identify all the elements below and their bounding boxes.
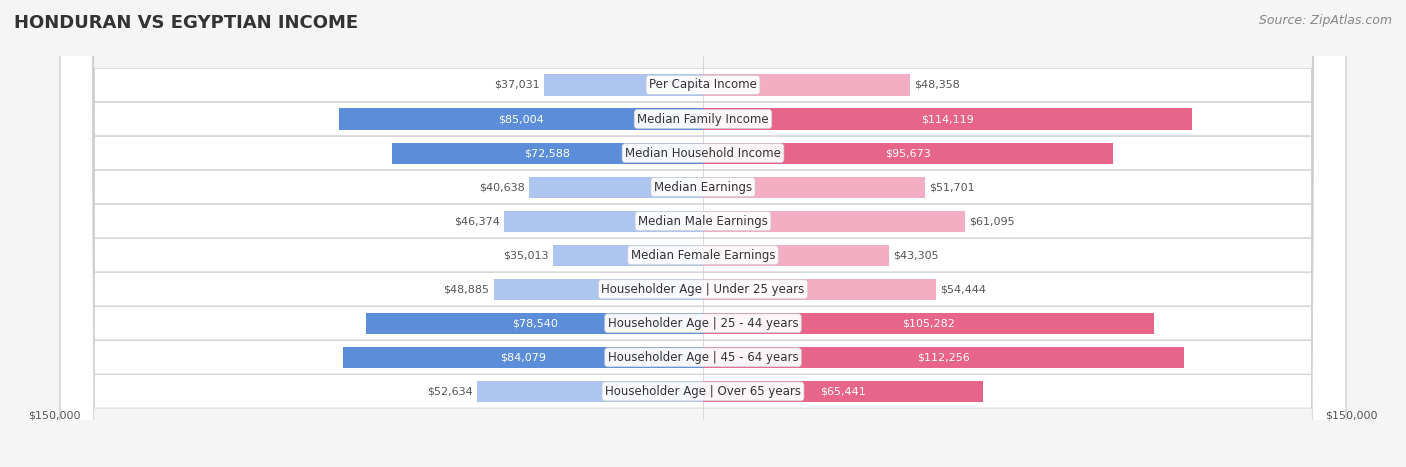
Text: $46,374: $46,374 — [454, 216, 501, 226]
FancyBboxPatch shape — [60, 0, 1346, 467]
Bar — [703, 211, 965, 232]
Text: $84,079: $84,079 — [501, 352, 546, 362]
Text: Median Family Income: Median Family Income — [637, 113, 769, 126]
Text: $150,000: $150,000 — [1326, 410, 1378, 420]
Text: $48,885: $48,885 — [443, 284, 489, 294]
Text: Householder Age | 25 - 44 years: Householder Age | 25 - 44 years — [607, 317, 799, 330]
Bar — [343, 347, 703, 368]
FancyBboxPatch shape — [60, 0, 1346, 467]
Bar — [505, 211, 703, 232]
Text: Source: ZipAtlas.com: Source: ZipAtlas.com — [1258, 14, 1392, 27]
Text: $114,119: $114,119 — [921, 114, 974, 124]
Bar — [494, 279, 703, 300]
Bar — [703, 108, 1192, 129]
Text: $150,000: $150,000 — [28, 410, 80, 420]
Text: Median Female Earnings: Median Female Earnings — [631, 249, 775, 262]
Bar — [703, 313, 1154, 334]
Text: $35,013: $35,013 — [503, 250, 548, 260]
Bar — [703, 381, 983, 402]
Text: Householder Age | 45 - 64 years: Householder Age | 45 - 64 years — [607, 351, 799, 364]
FancyBboxPatch shape — [60, 0, 1346, 467]
Text: $37,031: $37,031 — [495, 80, 540, 90]
Text: $52,634: $52,634 — [427, 386, 474, 396]
Text: $78,540: $78,540 — [512, 318, 558, 328]
FancyBboxPatch shape — [60, 0, 1346, 467]
Text: $61,095: $61,095 — [969, 216, 1015, 226]
Bar — [703, 347, 1184, 368]
Text: $112,256: $112,256 — [917, 352, 970, 362]
FancyBboxPatch shape — [60, 0, 1346, 467]
Text: $72,588: $72,588 — [524, 148, 571, 158]
Text: Median Male Earnings: Median Male Earnings — [638, 215, 768, 227]
Text: Median Earnings: Median Earnings — [654, 181, 752, 194]
Text: HONDURAN VS EGYPTIAN INCOME: HONDURAN VS EGYPTIAN INCOME — [14, 14, 359, 32]
FancyBboxPatch shape — [60, 0, 1346, 467]
FancyBboxPatch shape — [60, 0, 1346, 467]
Bar — [339, 108, 703, 129]
Text: $54,444: $54,444 — [941, 284, 987, 294]
Text: $40,638: $40,638 — [479, 182, 524, 192]
Bar — [703, 245, 889, 266]
Text: Householder Age | Over 65 years: Householder Age | Over 65 years — [605, 385, 801, 398]
Text: $43,305: $43,305 — [893, 250, 938, 260]
Bar — [703, 74, 910, 96]
Text: $85,004: $85,004 — [498, 114, 544, 124]
Bar — [544, 74, 703, 96]
Bar — [703, 279, 936, 300]
FancyBboxPatch shape — [60, 0, 1346, 467]
Bar — [703, 177, 925, 198]
Bar — [553, 245, 703, 266]
Text: $51,701: $51,701 — [929, 182, 974, 192]
Text: Per Capita Income: Per Capita Income — [650, 78, 756, 92]
FancyBboxPatch shape — [60, 0, 1346, 467]
Text: $65,441: $65,441 — [820, 386, 866, 396]
Bar — [703, 142, 1114, 163]
Text: $105,282: $105,282 — [903, 318, 955, 328]
Text: $95,673: $95,673 — [886, 148, 931, 158]
FancyBboxPatch shape — [60, 0, 1346, 467]
Bar — [478, 381, 703, 402]
Text: Householder Age | Under 25 years: Householder Age | Under 25 years — [602, 283, 804, 296]
Bar — [367, 313, 703, 334]
Bar — [529, 177, 703, 198]
Text: $48,358: $48,358 — [914, 80, 960, 90]
Bar — [392, 142, 703, 163]
Text: Median Household Income: Median Household Income — [626, 147, 780, 160]
